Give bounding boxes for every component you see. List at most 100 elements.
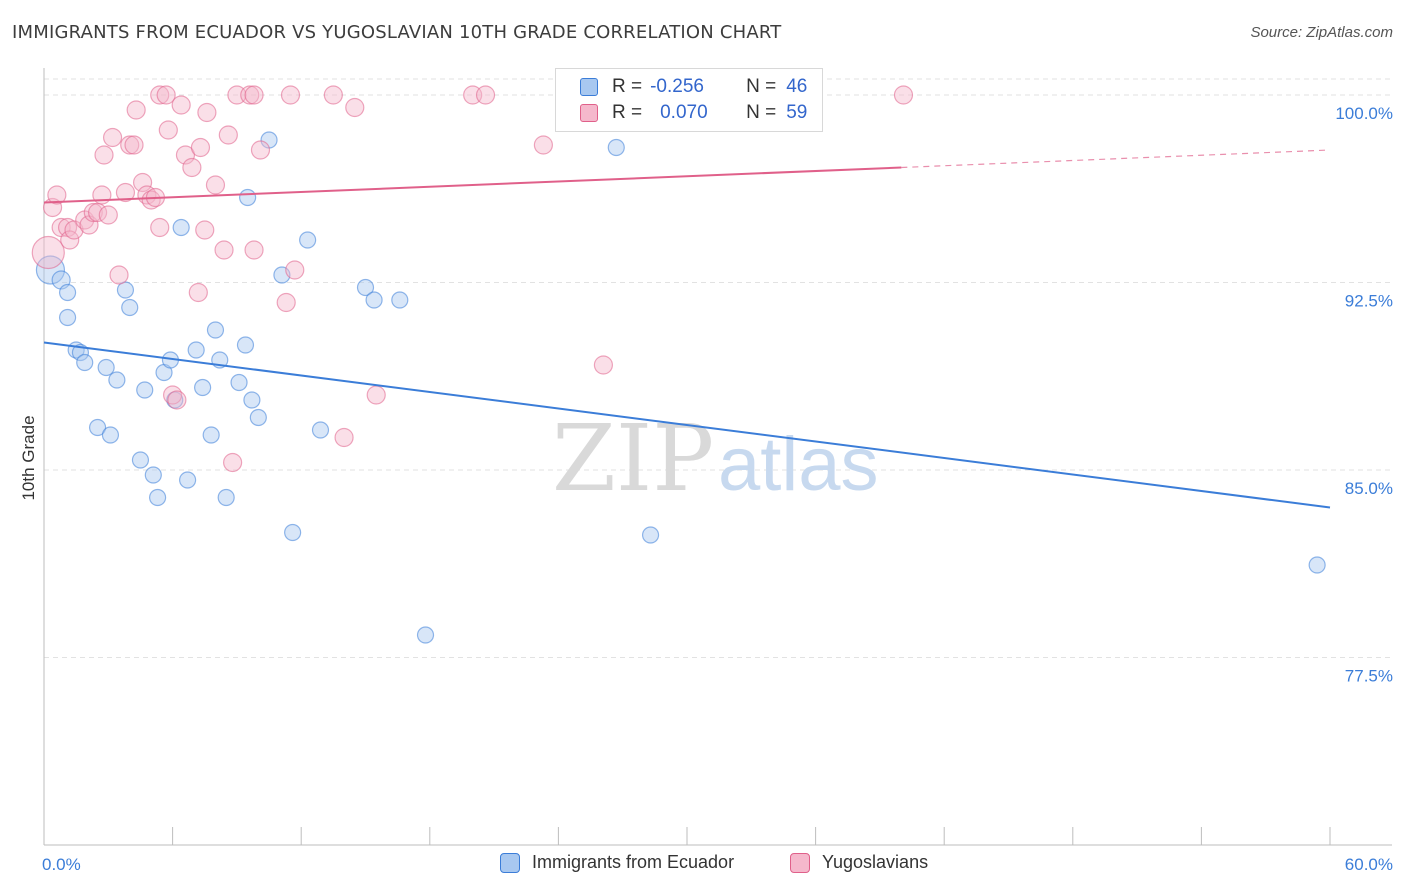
yugoslavian-point xyxy=(115,182,136,203)
yugoslavian-point xyxy=(366,385,386,405)
yugoslavian-point xyxy=(64,220,84,240)
yugoslavian-point xyxy=(156,85,176,105)
yugoslavian-point xyxy=(475,85,496,105)
ecuador-trend-line xyxy=(43,341,1331,509)
yugoslavian-point xyxy=(190,137,211,158)
r-label: R = xyxy=(612,76,643,97)
ecuador-point xyxy=(206,321,225,339)
y-tick-label: 85.0% xyxy=(1345,479,1393,498)
yugoslavian-point xyxy=(60,230,80,250)
ecuador-point xyxy=(284,523,302,542)
n-value: 46 xyxy=(786,76,808,97)
yugoslavian-point xyxy=(31,235,65,270)
yugoslavian-point xyxy=(47,185,67,205)
stats-legend-row-yugoslavians: R = 0.070 N = 59 xyxy=(580,101,807,125)
source-credit: Source: ZipAtlas.com xyxy=(1250,24,1393,41)
ecuador-point xyxy=(58,283,77,302)
yugoslavian-trend-line-extension xyxy=(901,149,1331,169)
y-axis-label: 10th Grade xyxy=(19,415,38,500)
y-tick-label: 100.0% xyxy=(1335,104,1393,123)
chart-title: IMMIGRANTS FROM ECUADOR VS YUGOSLAVIAN 1… xyxy=(12,22,782,43)
ecuador-point xyxy=(391,291,409,309)
ecuador-point xyxy=(365,291,383,309)
yugoslavian-point xyxy=(285,260,305,280)
yugoslavian-point xyxy=(276,292,296,313)
yugoslavian-point xyxy=(171,95,191,115)
x-tick-label: 60.0% xyxy=(1345,855,1393,874)
ecuador-point xyxy=(101,426,120,444)
yugoslavian-point xyxy=(593,355,614,375)
trend-lines xyxy=(43,149,1331,509)
yugoslavian-point xyxy=(323,85,343,105)
yugoslavian-point xyxy=(214,240,234,260)
ecuador-point xyxy=(249,408,267,427)
yugoslavian-point xyxy=(150,85,170,105)
yugoslavian-point xyxy=(893,85,914,105)
yugoslavian-point xyxy=(83,202,103,223)
ecuador-point xyxy=(172,218,190,237)
x-tick-label: 0.0% xyxy=(42,855,81,874)
yugoslavian-point xyxy=(197,102,217,123)
ecuador-point xyxy=(311,421,330,439)
yugoslavian-point xyxy=(94,145,114,165)
ecuador-point xyxy=(35,255,66,285)
n-label: N = xyxy=(746,76,777,97)
ecuador-point xyxy=(236,336,255,354)
yugoslavian-point xyxy=(126,100,146,120)
yugoslavian-point xyxy=(205,175,226,195)
ecuador-point xyxy=(76,353,94,372)
yugoslavian-point xyxy=(334,427,354,448)
ecuador-point xyxy=(187,341,205,359)
yugoslavian-point xyxy=(182,157,202,178)
data-points xyxy=(31,85,1326,644)
ecuador-point xyxy=(97,358,115,377)
yugoslavian-point xyxy=(98,205,118,225)
ecuador-point xyxy=(202,426,220,444)
tick-labels: 77.5% 85.0% 92.5% 100.0% 0.0% 60.0% xyxy=(42,104,1393,874)
watermark-zip: ZIP xyxy=(552,405,714,512)
yugoslavian-point xyxy=(345,97,365,118)
legend-item-ecuador[interactable]: Immigrants from Ecuador xyxy=(500,852,734,873)
legend-label-yugoslavians: Yugoslavians xyxy=(822,852,929,872)
ecuador-point xyxy=(243,391,261,409)
ecuador-point xyxy=(230,373,248,392)
ecuador-point xyxy=(58,308,77,327)
yugoslavian-point xyxy=(223,452,243,473)
ecuador-point xyxy=(131,451,150,469)
legend-swatch-ecuador xyxy=(500,852,520,873)
ecuador-point xyxy=(136,381,154,399)
legend-swatch-ecuador xyxy=(580,78,598,96)
legend-item-yugoslavians[interactable]: Yugoslavians xyxy=(790,852,928,873)
yugoslavian-point xyxy=(533,135,553,155)
legend-label-ecuador: Immigrants from Ecuador xyxy=(532,852,735,872)
yugoslavian-point xyxy=(244,240,264,260)
ecuador-point xyxy=(179,471,197,489)
series-legend: Immigrants from Ecuador Yugoslavians xyxy=(0,852,1406,878)
r-value: 0.070 xyxy=(660,102,708,123)
watermark-atlas: atlas xyxy=(718,422,879,507)
yugoslavian-point xyxy=(102,127,123,148)
yugoslavian-point xyxy=(244,85,264,105)
yugoslavian-point xyxy=(124,135,144,155)
yugoslavian-point xyxy=(109,265,129,285)
ecuador-point xyxy=(416,626,435,644)
ecuador-point xyxy=(144,466,162,484)
yugoslavian-point xyxy=(175,145,196,165)
yugoslavian-point xyxy=(158,120,178,140)
n-value: 59 xyxy=(786,102,808,123)
ecuador-point xyxy=(641,526,660,544)
ecuador-point xyxy=(356,278,375,297)
ecuador-point xyxy=(148,488,167,507)
r-label: R = xyxy=(612,102,643,123)
ecuador-point xyxy=(1308,556,1326,574)
y-tick-label: 77.5% xyxy=(1345,667,1393,686)
r-value: -0.256 xyxy=(650,76,704,97)
ecuador-point xyxy=(121,298,139,317)
ecuador-point xyxy=(299,231,317,249)
stats-legend: R = -0.256 N = 46 R = 0.070 N = 59 xyxy=(555,68,823,132)
yugoslavian-point xyxy=(250,140,271,160)
ecuador-point xyxy=(607,138,625,157)
yugoslavian-point xyxy=(240,85,260,105)
ecuador-point xyxy=(88,418,107,437)
